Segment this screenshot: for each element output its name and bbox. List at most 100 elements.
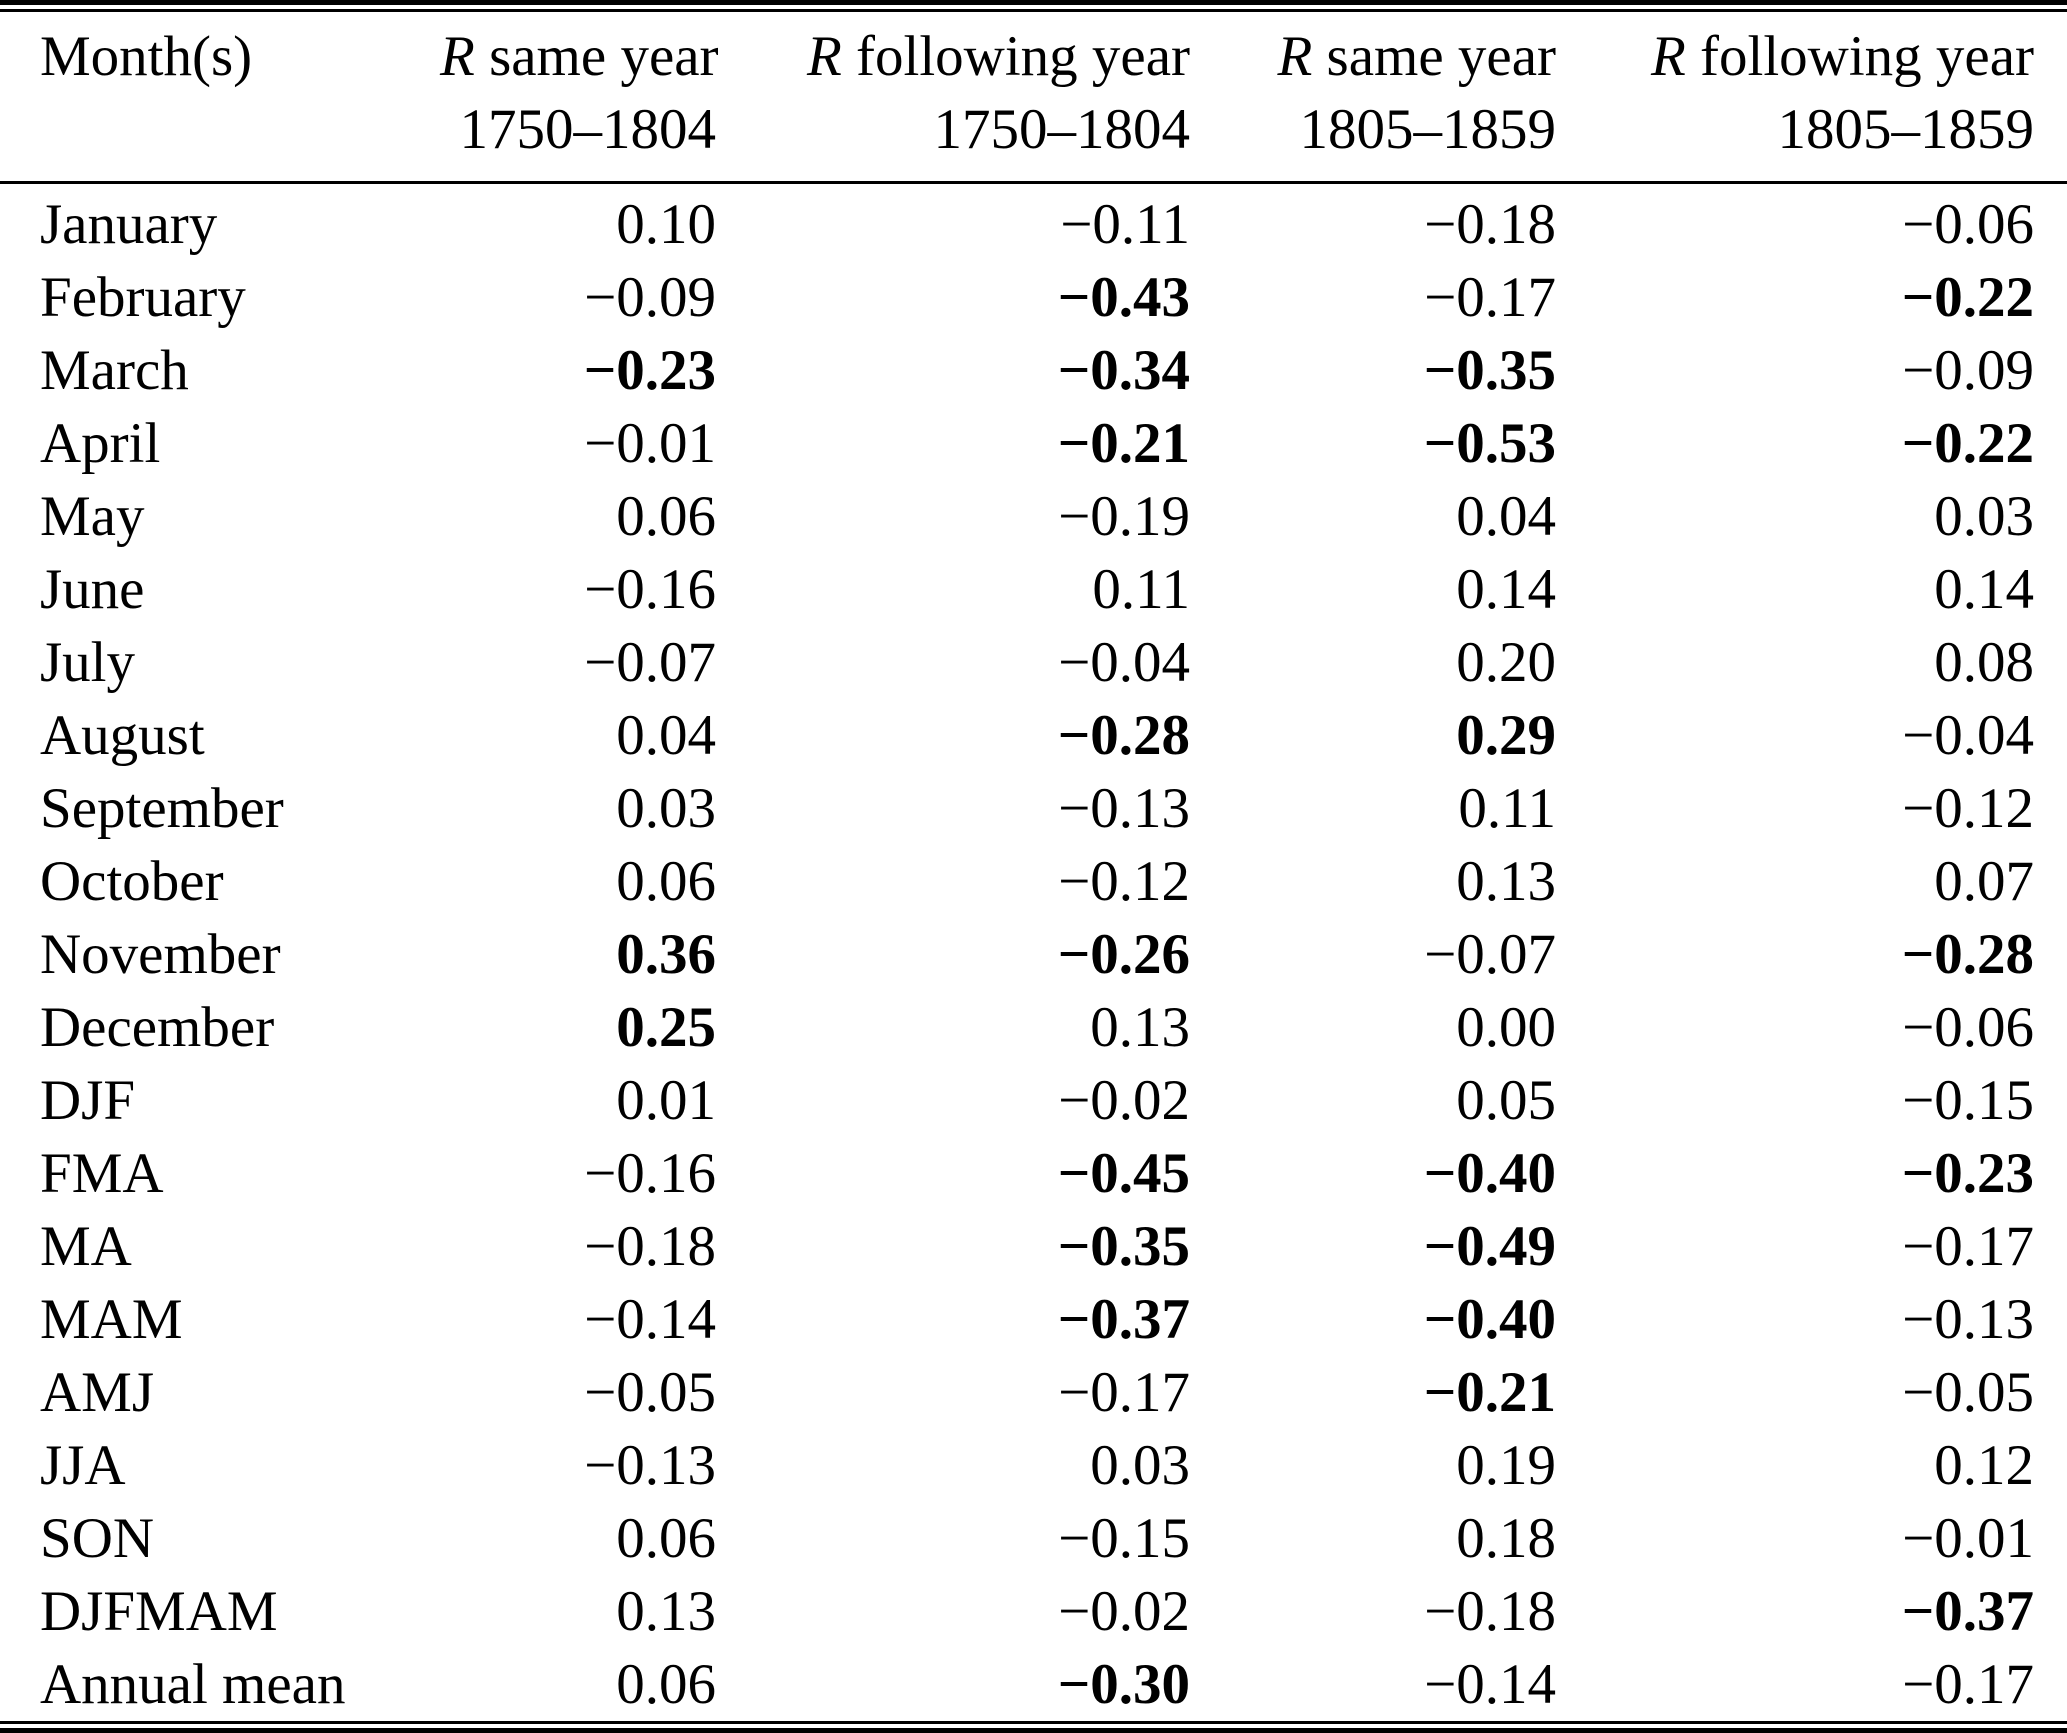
table-row: November 0.36 −0.26 −0.07 −0.28: [0, 918, 2067, 991]
top-rule-thick: [0, 0, 2067, 5]
table-row: AMJ −0.05 −0.17 −0.21 −0.05: [0, 1356, 2067, 1429]
bottom-rule-thick: [0, 1728, 2067, 1733]
top-rule-gap: [0, 5, 2067, 9]
value-cell: −0.21: [1423, 1361, 1556, 1424]
value-cell: −0.02: [1058, 1580, 1190, 1643]
value-cell: 0.05: [1456, 1069, 1556, 1132]
value-cell: −0.05: [584, 1361, 716, 1424]
table-header: Month(s) R same year 1750–1804 R followi…: [0, 12, 2067, 184]
value-cell: −0.17: [1424, 266, 1556, 329]
table-row: MAM −0.14 −0.37 −0.40 −0.13: [0, 1283, 2067, 1356]
value-cell: −0.11: [1060, 193, 1190, 256]
month-label: June: [40, 558, 145, 621]
month-label: February: [40, 266, 246, 329]
value-cell: −0.09: [1902, 339, 2034, 402]
value-cell: 0.00: [1456, 996, 1556, 1059]
value-cell: −0.18: [1424, 193, 1556, 256]
header-row: Month(s) R same year 1750–1804 R followi…: [0, 12, 2067, 184]
value-cell: 0.25: [616, 996, 716, 1059]
value-cell: −0.18: [584, 1215, 716, 1278]
value-cell: −0.12: [1058, 850, 1190, 913]
month-label: MA: [40, 1215, 132, 1278]
value-cell: 0.19: [1456, 1434, 1556, 1497]
value-cell: 0.04: [1456, 485, 1556, 548]
value-cell: −0.40: [1423, 1288, 1556, 1351]
value-cell: −0.17: [1902, 1653, 2034, 1716]
header-label: same year: [489, 25, 719, 88]
value-cell: −0.19: [1058, 485, 1190, 548]
value-cell: −0.35: [1423, 339, 1556, 402]
value-cell: −0.17: [1058, 1361, 1190, 1424]
bottom-rule-gap: [0, 1724, 2067, 1728]
table-row: MA −0.18 −0.35 −0.49 −0.17: [0, 1210, 2067, 1283]
value-cell: −0.22: [1901, 412, 2034, 475]
value-cell: −0.14: [584, 1288, 716, 1351]
value-cell: −0.37: [1057, 1288, 1190, 1351]
table-row: FMA −0.16 −0.45 −0.40 −0.23: [0, 1137, 2067, 1210]
r-symbol: R: [440, 25, 475, 88]
header-label: following year: [1700, 25, 2034, 88]
month-label: AMJ: [40, 1361, 155, 1424]
value-cell: −0.53: [1423, 412, 1556, 475]
month-label: December: [40, 996, 275, 1059]
value-cell: 0.11: [1458, 777, 1556, 840]
value-cell: 0.14: [1934, 558, 2034, 621]
month-label: DJF: [40, 1069, 136, 1132]
value-cell: −0.45: [1057, 1142, 1190, 1205]
header-label: same year: [1326, 25, 1556, 88]
value-cell: −0.13: [1058, 777, 1190, 840]
value-cell: −0.49: [1423, 1215, 1556, 1278]
column-header-r-same-year-1750: R same year 1750–1804: [440, 12, 719, 184]
value-cell: −0.15: [1902, 1069, 2034, 1132]
month-label: JJA: [40, 1434, 126, 1497]
value-cell: 0.29: [1456, 704, 1556, 767]
header-period: 1750–1804: [459, 98, 717, 161]
value-cell: −0.07: [1424, 923, 1556, 986]
value-cell: −0.02: [1058, 1069, 1190, 1132]
top-rule-thin: [0, 9, 2067, 12]
value-cell: 0.03: [1090, 1434, 1190, 1497]
value-cell: 0.07: [1934, 850, 2034, 913]
table-row: February −0.09 −0.43 −0.17 −0.22: [0, 261, 2067, 334]
month-label: October: [40, 850, 224, 913]
value-cell: −0.23: [583, 339, 716, 402]
month-label: September: [40, 777, 284, 840]
value-cell: 0.08: [1934, 631, 2034, 694]
value-cell: −0.30: [1057, 1653, 1190, 1716]
bottom-rule-thin: [0, 1721, 2067, 1724]
table-row: July −0.07 −0.04 0.20 0.08: [0, 626, 2067, 699]
table-row: December 0.25 0.13 0.00 −0.06: [0, 991, 2067, 1064]
table-row: May 0.06 −0.19 0.04 0.03: [0, 480, 2067, 553]
value-cell: −0.23: [1901, 1142, 2034, 1205]
month-label: May: [40, 485, 145, 548]
correlation-table: Month(s) R same year 1750–1804 R followi…: [0, 12, 2067, 1721]
value-cell: 0.12: [1934, 1434, 2034, 1497]
value-cell: −0.28: [1057, 704, 1190, 767]
value-cell: −0.14: [1424, 1653, 1556, 1716]
value-cell: −0.18: [1424, 1580, 1556, 1643]
value-cell: −0.35: [1057, 1215, 1190, 1278]
value-cell: −0.06: [1902, 193, 2034, 256]
value-cell: 0.06: [616, 485, 716, 548]
value-cell: 0.13: [1090, 996, 1190, 1059]
column-header-r-following-year-1805: R following year 1805–1859: [1556, 12, 2067, 184]
value-cell: 0.10: [616, 193, 716, 256]
value-cell: −0.09: [584, 266, 716, 329]
value-cell: −0.12: [1902, 777, 2034, 840]
value-cell: −0.22: [1901, 266, 2034, 329]
value-cell: 0.03: [616, 777, 716, 840]
header-period: 1805–1859: [1777, 98, 2035, 161]
column-header-r-following-year-1750: R following year 1750–1804: [716, 12, 1190, 184]
month-label: Annual mean: [40, 1653, 346, 1716]
value-cell: 0.18: [1456, 1507, 1556, 1570]
table-row: October 0.06 −0.12 0.13 0.07: [0, 845, 2067, 918]
month-label: November: [40, 923, 281, 986]
month-label: MAM: [40, 1288, 183, 1351]
r-symbol: R: [1277, 25, 1313, 88]
value-cell: 0.20: [1456, 631, 1556, 694]
value-cell: −0.15: [1058, 1507, 1190, 1570]
value-cell: −0.01: [1902, 1507, 2034, 1570]
table-row: August 0.04 −0.28 0.29 −0.04: [0, 699, 2067, 772]
value-cell: −0.17: [1902, 1215, 2034, 1278]
table-row: JJA −0.13 0.03 0.19 0.12: [0, 1429, 2067, 1502]
